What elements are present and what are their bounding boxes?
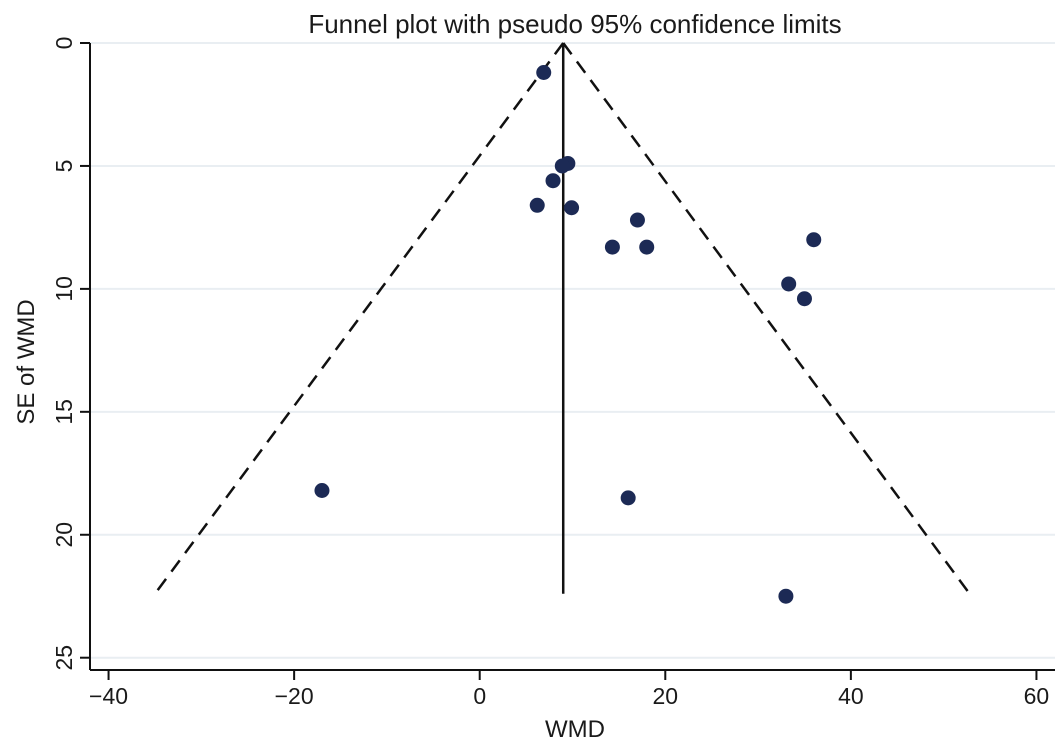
data-point-11 bbox=[781, 276, 797, 292]
x-tick-label-40: 40 bbox=[838, 683, 864, 709]
y-tick-label-0: 0 bbox=[51, 37, 77, 50]
data-point-9 bbox=[639, 239, 655, 255]
y-tick-label-10: 10 bbox=[51, 276, 77, 302]
x-tick-label-60: 60 bbox=[1024, 683, 1050, 709]
chart-title: Funnel plot with pseudo 95% confidence l… bbox=[308, 9, 841, 39]
data-point-7 bbox=[629, 212, 645, 228]
data-point-10 bbox=[806, 232, 822, 248]
data-point-3 bbox=[554, 158, 570, 174]
x-tick-label-0: 0 bbox=[473, 683, 486, 709]
axes: 0 5 10 15 20 25 −40 −20 0 20 40 60 bbox=[51, 37, 1055, 709]
y-axis-label: SE of WMD bbox=[13, 299, 40, 424]
y-tick-label-20: 20 bbox=[51, 522, 77, 548]
data-point-4 bbox=[545, 173, 561, 189]
data-point-13 bbox=[314, 483, 330, 499]
ci-limit-right bbox=[562, 42, 971, 595]
data-point-6 bbox=[564, 200, 580, 216]
data-point-15 bbox=[778, 588, 794, 604]
grid-lines bbox=[90, 42, 1055, 659]
ci-limit-left bbox=[153, 42, 565, 595]
x-axis-label: WMD bbox=[545, 716, 605, 743]
y-tick-label-25: 25 bbox=[51, 645, 77, 671]
x-tick-label--40: −40 bbox=[89, 683, 128, 709]
data-point-1 bbox=[536, 65, 552, 81]
y-tick-label-15: 15 bbox=[51, 399, 77, 425]
data-point-12 bbox=[796, 291, 812, 307]
data-point-8 bbox=[604, 239, 620, 255]
confidence-limits bbox=[153, 42, 971, 595]
x-tick-label--20: −20 bbox=[275, 683, 314, 709]
data-point-14 bbox=[620, 490, 636, 506]
data-points bbox=[314, 65, 822, 604]
data-point-5 bbox=[529, 197, 545, 213]
x-tick-label-20: 20 bbox=[652, 683, 678, 709]
y-tick-label-5: 5 bbox=[51, 160, 77, 173]
